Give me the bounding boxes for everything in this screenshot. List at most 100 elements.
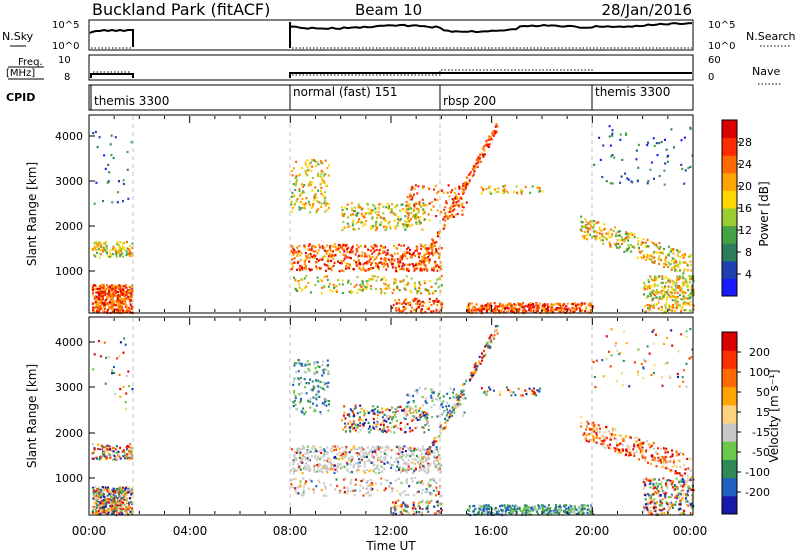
powerData-cell-363 — [100, 283, 103, 287]
powerData-cell-2563 — [690, 275, 693, 278]
powerData-cell-1961 — [486, 302, 489, 305]
velData-cell-1723 — [468, 379, 471, 382]
velData-cell-1180 — [370, 428, 372, 431]
velData-cell-1755 — [484, 353, 487, 356]
powerData-cell-997 — [363, 255, 366, 258]
powerData-cell-2148 — [566, 302, 569, 305]
powerData-cell-2527 — [648, 309, 651, 312]
powerData-cell-1525 — [335, 285, 338, 288]
velData-cell-222 — [91, 511, 94, 514]
velData-cell-1660 — [478, 361, 481, 365]
velData-cell-302 — [120, 504, 123, 507]
velData-cell-1352 — [427, 428, 430, 431]
powerData-cell-289 — [96, 309, 99, 312]
velData-cell-703 — [413, 470, 416, 473]
powerData-cell-779 — [379, 252, 382, 255]
velData-cell-1591 — [421, 482, 424, 485]
powerData-cell-1007 — [440, 268, 443, 271]
velData-cell-824 — [350, 448, 353, 451]
velData-cell-1404 — [391, 506, 394, 509]
powerData-cell-594 — [408, 251, 411, 254]
velData-cell-1339 — [345, 426, 348, 429]
velData-cell-829 — [439, 467, 441, 470]
powerData-cell-1704 — [462, 191, 465, 194]
powerData-cell-842 — [358, 266, 361, 269]
powerData-cell-1107 — [294, 202, 296, 205]
velData-cell-1417 — [435, 500, 438, 503]
powerData-cell-2783 — [681, 167, 684, 170]
velData-cell-1104 — [326, 359, 329, 362]
powerData-cell-2084 — [506, 304, 509, 307]
velData-cell-441 — [103, 450, 106, 453]
powerData-cell-775 — [321, 245, 324, 248]
powerData-cell-1319 — [382, 212, 385, 215]
velData-cell-430 — [112, 453, 115, 456]
powerData-cell-1326 — [376, 214, 379, 217]
velData-cell-1257 — [363, 414, 366, 417]
velData-cell-626 — [365, 453, 368, 456]
powerData-cell-2745 — [674, 299, 677, 302]
powerData-cell-353 — [123, 310, 126, 313]
velData-cell-394 — [113, 446, 116, 449]
powerData-cell-948 — [406, 251, 408, 254]
powerData-cell-379 — [121, 309, 124, 312]
powerData-cell-1083 — [290, 169, 293, 173]
powerData-cell-1600 — [371, 278, 374, 281]
powerData-cell-2713 — [657, 307, 660, 310]
powerData-cell-851 — [433, 266, 436, 269]
powerData-cell-602 — [420, 270, 423, 273]
velData-cell-468 — [130, 449, 133, 452]
velData-cell-640 — [333, 471, 336, 474]
velData-cell-228 — [97, 509, 100, 513]
velData-cell-715 — [336, 466, 339, 469]
velData-cell-1427 — [440, 502, 443, 505]
powerData-cell-2280 — [679, 260, 682, 263]
velData-cell-598 — [417, 447, 420, 450]
powerData-cell-2233 — [494, 188, 497, 191]
powerData-cell-1089 — [328, 164, 330, 167]
powerData-cell-24 — [97, 290, 100, 293]
powerData-cell-1281 — [369, 210, 372, 213]
powerData-cell-383 — [103, 249, 106, 252]
powerData-cell-1790 — [414, 184, 417, 187]
powerData-cell-2816 — [636, 180, 639, 183]
velData-cell-423 — [104, 457, 107, 461]
powerData-cell-2014 — [507, 309, 510, 312]
velData-cell-1298 — [399, 405, 402, 408]
powerData-cell-675 — [333, 254, 336, 257]
velData-cell-1500 — [343, 490, 346, 494]
powerData-cell-2277 — [663, 265, 665, 269]
powerData-cell-2380 — [690, 269, 693, 272]
velData-cell-1627 — [414, 476, 417, 479]
powerData-cell-1984 — [564, 308, 567, 311]
powerData-cell-317 — [129, 292, 132, 295]
velData-cell-2068 — [558, 504, 561, 507]
velData-cell-2095 — [551, 510, 554, 513]
velData-cell-994 — [428, 457, 430, 461]
velData-cell-1928 — [505, 508, 508, 511]
powerData-cell-1418 — [398, 307, 401, 310]
powerData-cell-695 — [358, 267, 361, 270]
powerData-cell-517 — [112, 156, 115, 160]
velData-cell-1009 — [398, 455, 401, 458]
powerData-cell-686 — [419, 263, 422, 266]
powerData-cell-841 — [357, 254, 360, 257]
velData-cell-860 — [435, 446, 438, 449]
velData-cell-1701 — [457, 396, 460, 399]
powerData-cell-597 — [373, 249, 376, 252]
velData-cell-898 — [334, 445, 337, 448]
powerData-cell-1648 — [423, 253, 426, 256]
powerData-cell-1258 — [386, 202, 389, 205]
powerData-cell-978 — [327, 258, 330, 261]
powerData-cell-2136 — [543, 307, 546, 310]
powerData-cell-1674 — [444, 213, 447, 217]
powerData-cell-2769 — [649, 168, 652, 171]
velData-cell-2042 — [551, 512, 554, 515]
powerData-cell-212 — [102, 286, 105, 289]
velData-cell-990 — [323, 448, 326, 451]
powerData-cell-241 — [110, 305, 113, 308]
powerData-cell-702 — [431, 268, 434, 271]
velData-cell-1174 — [382, 420, 385, 423]
powerData-cell-2080 — [535, 307, 538, 310]
velData-cell-326 — [119, 486, 122, 489]
